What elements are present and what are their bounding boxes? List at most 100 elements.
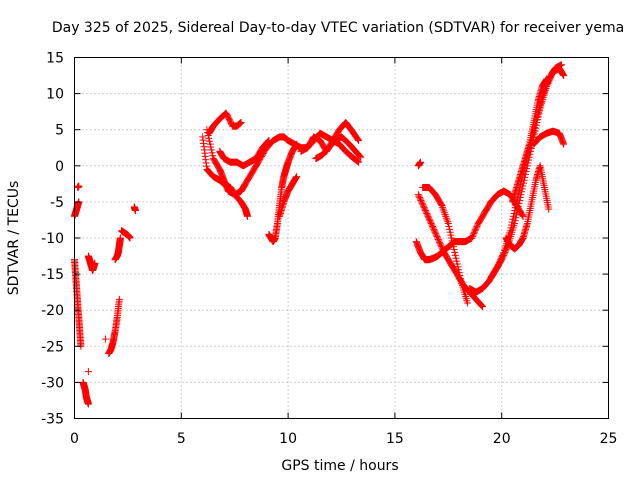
data-point <box>429 224 437 232</box>
data-point <box>416 194 424 202</box>
data-point <box>101 335 109 343</box>
data-point <box>428 222 436 230</box>
data-point <box>478 303 486 311</box>
data-point <box>509 212 517 220</box>
data-point <box>451 251 459 259</box>
data-point <box>354 136 362 144</box>
data-point <box>436 238 444 246</box>
data-point <box>357 153 365 161</box>
data-point <box>469 231 477 239</box>
data-point <box>434 234 442 242</box>
data-point <box>437 243 445 251</box>
chart-title: Day 325 of 2025, Sidereal Day-to-day VTE… <box>52 20 624 36</box>
x-tick-label: 25 <box>600 431 618 447</box>
data-point <box>451 248 459 256</box>
data-point <box>543 75 551 83</box>
data-point <box>444 218 452 226</box>
y-tick-label: 10 <box>46 87 64 103</box>
data-point <box>478 302 486 310</box>
data-point <box>473 222 481 230</box>
data-point <box>450 246 458 254</box>
data-point <box>420 204 428 212</box>
data-point <box>468 234 476 242</box>
data-point <box>75 182 83 190</box>
data-point <box>511 207 519 215</box>
y-tick-label: -25 <box>41 339 64 355</box>
data-point <box>207 146 215 154</box>
data-point <box>471 227 479 235</box>
data-point <box>468 233 476 241</box>
data-point <box>424 212 432 220</box>
data-point <box>497 254 505 262</box>
data-point <box>437 200 445 208</box>
x-axis-label: GPS time / hours <box>281 458 398 474</box>
data-point <box>356 152 364 160</box>
data-point <box>452 254 460 262</box>
y-tick-label: -30 <box>41 375 64 391</box>
data-point <box>518 211 526 219</box>
data-point <box>464 299 472 307</box>
data-point <box>116 234 124 242</box>
data-point <box>442 214 450 222</box>
data-point <box>560 72 568 80</box>
y-tick-label: 15 <box>46 51 64 67</box>
y-tick-label: -10 <box>41 231 64 247</box>
data-point <box>115 295 123 303</box>
data-point <box>437 241 445 249</box>
data-point <box>244 212 252 220</box>
data-point <box>84 368 92 376</box>
data-point <box>499 250 507 258</box>
data-point <box>432 231 440 239</box>
data-point <box>355 152 363 160</box>
data-point <box>440 207 448 215</box>
data-point <box>431 228 439 236</box>
data-point <box>131 207 139 215</box>
data-point <box>205 137 213 145</box>
data-point <box>355 137 363 145</box>
data-point <box>423 211 431 219</box>
data-point <box>519 212 527 220</box>
data-points <box>71 61 568 408</box>
data-point <box>440 209 448 217</box>
y-tick-label: -15 <box>41 267 64 283</box>
y-tick-label: -35 <box>41 412 64 428</box>
data-point <box>206 140 214 148</box>
data-point <box>448 237 456 245</box>
data-point <box>495 259 503 267</box>
data-point <box>443 216 451 224</box>
y-axis-label: SDTVAR / TECUs <box>6 181 22 296</box>
data-point <box>420 202 428 210</box>
data-point <box>558 61 566 69</box>
data-point <box>427 220 435 228</box>
data-point <box>560 140 568 148</box>
data-point <box>438 244 446 252</box>
data-point <box>421 205 429 213</box>
data-point <box>495 260 503 268</box>
data-point <box>470 230 478 238</box>
data-point <box>418 198 426 206</box>
data-point <box>126 234 134 242</box>
data-point <box>264 138 272 146</box>
data-point <box>416 195 424 203</box>
tick-marks <box>74 57 609 419</box>
data-point <box>507 224 515 232</box>
data-point <box>209 152 217 160</box>
data-point <box>447 231 455 239</box>
data-point <box>434 235 442 243</box>
data-point <box>477 301 485 309</box>
data-point <box>419 201 427 209</box>
data-point <box>264 137 272 145</box>
grid-layer <box>74 57 609 419</box>
data-point <box>426 217 434 225</box>
data-point <box>84 400 92 408</box>
data-point <box>354 158 362 166</box>
data-point <box>417 196 425 204</box>
y-tick-label: -5 <box>50 195 64 211</box>
data-point <box>444 220 452 228</box>
data-point <box>508 221 516 229</box>
x-tick-label: 20 <box>493 431 511 447</box>
data-point <box>449 243 457 251</box>
data-point <box>441 211 449 219</box>
data-point <box>446 225 454 233</box>
